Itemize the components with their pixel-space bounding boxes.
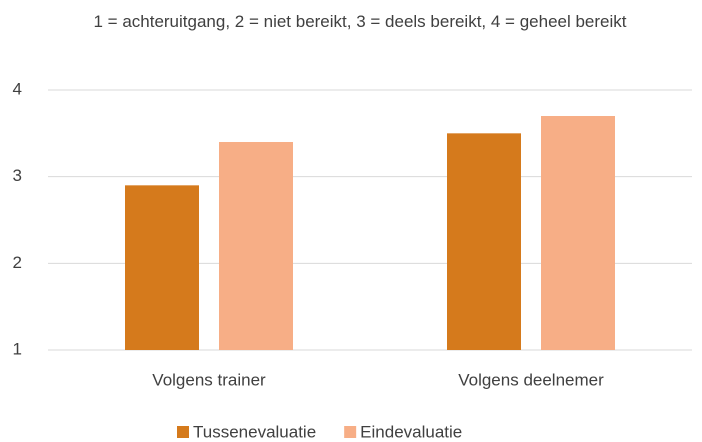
bar [447, 133, 521, 350]
chart-title: 1 = achteruitgang, 2 = niet bereikt, 3 =… [93, 12, 627, 31]
legend-label: Tussenevaluatie [193, 422, 316, 441]
x-tick-label: Volgens deelnemer [458, 370, 604, 389]
x-tick-label: Volgens trainer [152, 370, 266, 389]
y-tick-label: 3 [13, 166, 22, 185]
legend-swatch [344, 426, 357, 438]
bar [125, 185, 199, 350]
bar [541, 116, 615, 350]
bar [219, 142, 293, 350]
legend-swatch [177, 426, 189, 438]
y-tick-label: 4 [13, 79, 22, 98]
y-tick-label: 1 [13, 339, 22, 358]
legend-label: Eindevaluatie [360, 422, 462, 441]
y-tick-label: 2 [13, 253, 22, 272]
